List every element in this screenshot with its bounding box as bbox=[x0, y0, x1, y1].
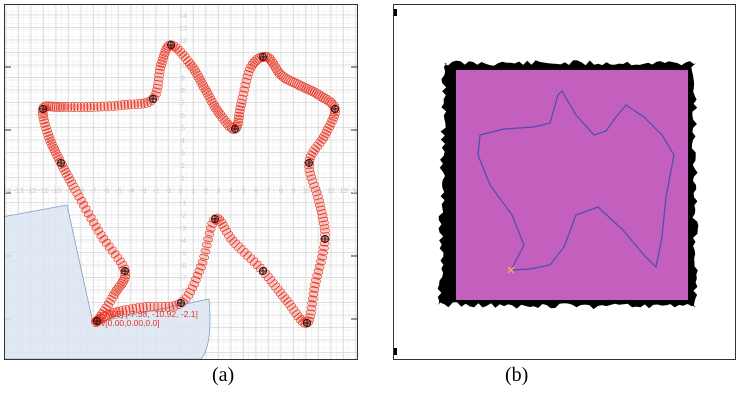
y-tick-label: 14 bbox=[179, 13, 187, 20]
free-space bbox=[456, 70, 688, 300]
waypoint-icon bbox=[149, 95, 157, 103]
x-tick-label: 4 bbox=[229, 188, 233, 195]
x-tick-label: 8 bbox=[279, 188, 283, 195]
y-tick-label: -3 bbox=[180, 226, 186, 233]
y-tick-label: 2 bbox=[181, 163, 185, 170]
caption-b: (b) bbox=[505, 364, 529, 386]
figure-b-occupancy-map bbox=[393, 4, 736, 360]
y-tick-label: 9 bbox=[181, 76, 185, 83]
x-tick-label: 10 bbox=[302, 188, 310, 195]
x-axis-ticks: -14-13-12-11-10-9-8-7-6-5-4-3-2-10123456… bbox=[5, 188, 357, 195]
corner-mark bbox=[394, 9, 397, 16]
waypoint-icon bbox=[121, 267, 129, 275]
x-tick-label: 2 bbox=[204, 188, 208, 195]
x-tick-label: -6 bbox=[103, 188, 109, 195]
y-tick-label: 1 bbox=[181, 176, 185, 183]
x-tick-label: 7 bbox=[267, 188, 271, 195]
y-tick-label: -6 bbox=[180, 263, 186, 270]
grid bbox=[5, 5, 357, 359]
x-tick-label: -3 bbox=[140, 188, 146, 195]
y-tick-label: 10 bbox=[179, 63, 187, 70]
y-tick-label: -8 bbox=[180, 288, 186, 295]
x-tick-label: -9 bbox=[65, 188, 71, 195]
x-tick-label: 1 bbox=[192, 188, 196, 195]
x-tick-label: -13 bbox=[13, 188, 23, 195]
pose-readout-line1: [05] [-7.38, -10.92, -2.1] bbox=[109, 309, 198, 319]
y-tick-label: -2 bbox=[180, 213, 186, 220]
y-tick-label: 6 bbox=[181, 113, 185, 120]
y-tick-label: -7 bbox=[180, 276, 186, 283]
simulation-canvas: -14-13-12-11-10-9-8-7-6-5-4-3-2-10123456… bbox=[5, 5, 357, 359]
y-tick-label: 4 bbox=[181, 138, 185, 145]
y-tick-label: 13 bbox=[179, 26, 187, 33]
waypoint-icon bbox=[57, 159, 65, 167]
x-tick-label: -1 bbox=[165, 188, 171, 195]
y-tick-label: 3 bbox=[181, 151, 185, 158]
x-tick-label: 12 bbox=[327, 188, 335, 195]
waypoint-icon bbox=[93, 317, 101, 325]
x-tick-label: -2 bbox=[153, 188, 159, 195]
corner-mark bbox=[394, 348, 397, 355]
x-tick-label: 14 bbox=[352, 188, 357, 195]
x-tick-label: -7 bbox=[90, 188, 96, 195]
x-tick-label: -12 bbox=[26, 188, 36, 195]
x-tick-label: 0 bbox=[179, 188, 183, 195]
estimated-trajectory bbox=[477, 90, 675, 271]
x-tick-label: -4 bbox=[128, 188, 134, 195]
robot-marker bbox=[507, 266, 515, 274]
waypoint-icon bbox=[305, 159, 313, 167]
waypoint-icon bbox=[303, 319, 311, 327]
x-tick-label: 6 bbox=[254, 188, 258, 195]
x-tick-label: 13 bbox=[340, 188, 348, 195]
x-tick-label: -5 bbox=[115, 188, 121, 195]
y-tick-label: -4 bbox=[180, 238, 186, 245]
x-tick-label: 11 bbox=[315, 188, 322, 195]
x-tick-label: -14 bbox=[5, 188, 11, 195]
waypoint-icon bbox=[39, 105, 47, 113]
waypoint-icon bbox=[259, 53, 267, 61]
y-tick-label: 12 bbox=[179, 38, 187, 45]
caption-a: (a) bbox=[212, 364, 235, 386]
waypoint-icon bbox=[177, 299, 185, 307]
map-canvas bbox=[394, 5, 735, 359]
x-tick-label: -11 bbox=[39, 188, 49, 195]
x-tick-label: 3 bbox=[217, 188, 221, 195]
y-tick-label: 7 bbox=[181, 101, 185, 108]
waypoint-icon bbox=[167, 41, 175, 49]
figure-a-simulation: -14-13-12-11-10-9-8-7-6-5-4-3-2-10123456… bbox=[4, 4, 358, 360]
y-tick-label: -5 bbox=[180, 251, 186, 258]
waypoint-icon bbox=[331, 105, 339, 113]
robot-trajectory-footprints bbox=[37, 40, 340, 329]
waypoint-markers bbox=[39, 41, 339, 327]
y-tick-label: -1 bbox=[180, 201, 186, 208]
y-tick-label: 5 bbox=[181, 126, 185, 133]
y-tick-label: 8 bbox=[181, 88, 185, 95]
waypoint-icon bbox=[321, 235, 329, 243]
pose-readout-line2: v[0.00,0.00,0.0] bbox=[101, 318, 160, 328]
waypoint-icon bbox=[211, 215, 219, 223]
x-tick-label: -10 bbox=[51, 188, 61, 195]
waypoint-icon bbox=[259, 267, 267, 275]
x-tick-label: 5 bbox=[242, 188, 246, 195]
waypoint-icon bbox=[231, 125, 239, 133]
x-tick-label: 9 bbox=[292, 188, 296, 195]
y-tick-label: 11 bbox=[179, 51, 186, 58]
